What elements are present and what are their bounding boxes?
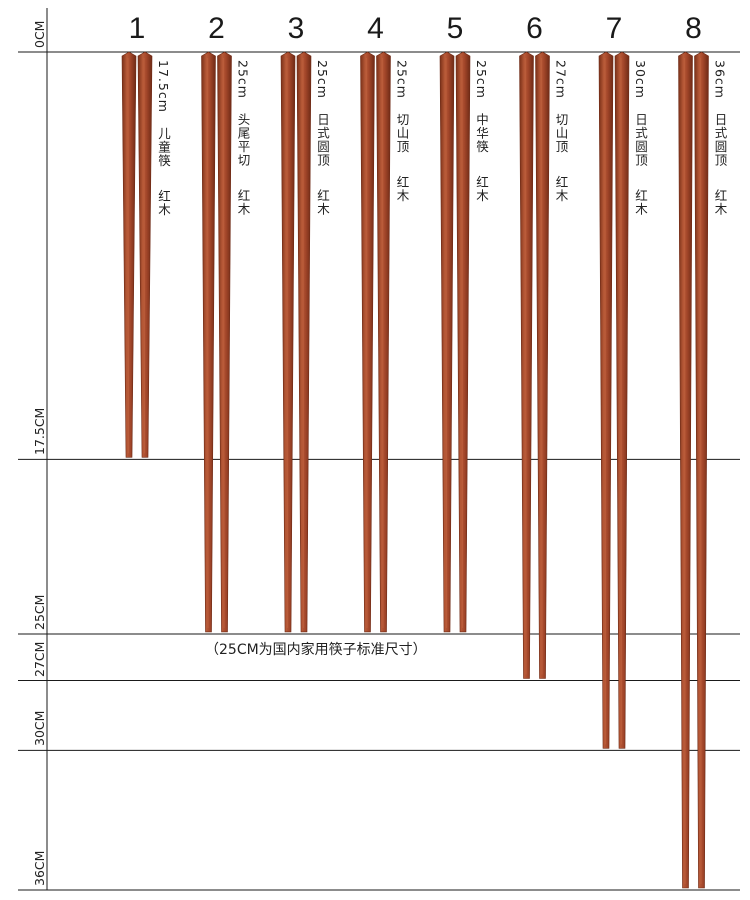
chopstick-highlight bbox=[445, 57, 448, 628]
chopstick-pair bbox=[201, 51, 232, 633]
chopstick-description: 27cm 切山顶红木 bbox=[553, 60, 569, 203]
chopstick-pair bbox=[439, 51, 471, 633]
chopstick-material: 红木 bbox=[712, 188, 728, 216]
chopstick-style: 切山顶 bbox=[394, 112, 410, 154]
chopstick-material: 红木 bbox=[315, 188, 330, 216]
chopstick bbox=[455, 51, 471, 633]
chopstick-description: 25cm 日式圆顶红木 bbox=[315, 60, 330, 216]
chopstick-highlight bbox=[524, 57, 527, 675]
chopstick bbox=[519, 51, 534, 679]
chopstick-highlight bbox=[222, 57, 225, 628]
chopstick-highlight bbox=[620, 57, 623, 745]
chopstick bbox=[217, 51, 232, 633]
chopstick-number: 1 bbox=[128, 12, 146, 45]
chopstick-number: 6 bbox=[526, 12, 543, 45]
chopstick-pair bbox=[519, 51, 550, 679]
chopstick-size: 36cm bbox=[712, 60, 728, 99]
chopstick-number: 5 bbox=[446, 12, 464, 45]
chopstick-style: 日式圆顶 bbox=[712, 112, 728, 167]
scale-label: 25CM bbox=[32, 594, 47, 630]
chopstick-highlight bbox=[143, 57, 146, 454]
chopstick-highlight bbox=[604, 57, 607, 745]
chopstick-material: 红木 bbox=[235, 188, 251, 216]
scale-label: 30CM bbox=[32, 710, 47, 747]
chopstick bbox=[614, 51, 630, 749]
chopstick-description: 30cm 日式圆顶红木 bbox=[633, 60, 648, 216]
chopstick-number: 8 bbox=[685, 12, 702, 45]
chopstick-size: 30cm bbox=[633, 60, 648, 99]
chopstick-style: 日式圆顶 bbox=[633, 112, 648, 167]
chopstick-size: 25cm bbox=[315, 60, 330, 99]
scale-label: 36CM bbox=[32, 850, 47, 886]
scale-label: 0CM bbox=[32, 20, 47, 48]
chopstick-material: 红木 bbox=[156, 189, 171, 217]
chopstick-description: 36cm 日式圆顶红木 bbox=[712, 60, 728, 216]
chopstick-pair bbox=[121, 51, 153, 458]
chopstick-highlight bbox=[206, 57, 209, 628]
chopstick-description: 25cm 头尾平切红木 bbox=[235, 60, 251, 216]
chopstick-style: 日式圆顶 bbox=[315, 112, 330, 167]
chopstick-highlight bbox=[540, 57, 543, 675]
chopstick-description: 25cm 切山顶红木 bbox=[394, 60, 410, 203]
chopstick-pair bbox=[280, 51, 312, 633]
chopstick-material: 红木 bbox=[633, 188, 648, 216]
chopstick bbox=[694, 51, 709, 889]
scale-label: 27CM bbox=[32, 641, 47, 677]
chopstick bbox=[376, 51, 391, 633]
chopstick-pair bbox=[598, 51, 630, 749]
chopstick bbox=[296, 51, 312, 633]
chopstick bbox=[439, 51, 455, 633]
chopstick-size: 25cm bbox=[394, 60, 410, 99]
chopstick-number: 2 bbox=[208, 12, 225, 45]
chopstick-number: 3 bbox=[287, 12, 305, 45]
chopstick-highlight bbox=[286, 57, 289, 628]
chopstick-style: 切山顶 bbox=[553, 112, 569, 154]
chopstick-size: 27cm bbox=[553, 60, 569, 99]
chopstick bbox=[121, 51, 137, 458]
chopstick-style: 头尾平切 bbox=[235, 112, 251, 167]
chopstick bbox=[678, 51, 693, 889]
chopstick-material: 红木 bbox=[394, 175, 410, 203]
chopstick-style: 儿童筷 bbox=[156, 126, 171, 168]
chopstick-highlight bbox=[127, 57, 130, 454]
chopstick bbox=[360, 51, 375, 633]
chopstick-size: 17.5cm bbox=[156, 60, 171, 113]
chopstick-size: 25cm bbox=[235, 60, 251, 99]
chopstick-material: 红木 bbox=[474, 175, 489, 203]
chopstick-number: 7 bbox=[605, 12, 623, 45]
chopstick-style: 中华筷 bbox=[474, 112, 489, 154]
chopstick-material: 红木 bbox=[553, 175, 569, 203]
chopstick-description: 25cm 中华筷红木 bbox=[474, 60, 489, 203]
chopstick-highlight bbox=[699, 57, 702, 885]
chopstick-number: 4 bbox=[367, 12, 384, 45]
chopstick bbox=[137, 51, 153, 458]
standard-size-note: （25CM为国内家用筷子标准尺寸） bbox=[205, 642, 427, 658]
chopstick-pair bbox=[360, 51, 391, 633]
chopstick bbox=[201, 51, 216, 633]
chopstick-highlight bbox=[365, 57, 368, 628]
chopstick bbox=[280, 51, 296, 633]
chopstick-highlight bbox=[302, 57, 305, 628]
chopstick-highlight bbox=[381, 57, 384, 628]
chopstick-description: 17.5cm 儿童筷红木 bbox=[156, 60, 171, 217]
chopstick-highlight bbox=[461, 57, 464, 628]
chopstick bbox=[535, 51, 550, 679]
chopstick-size: 25cm bbox=[474, 60, 489, 99]
chopstick-highlight bbox=[683, 57, 686, 885]
chopstick-pair bbox=[678, 51, 709, 889]
chopstick bbox=[598, 51, 614, 749]
scale-label: 17.5CM bbox=[32, 408, 47, 456]
